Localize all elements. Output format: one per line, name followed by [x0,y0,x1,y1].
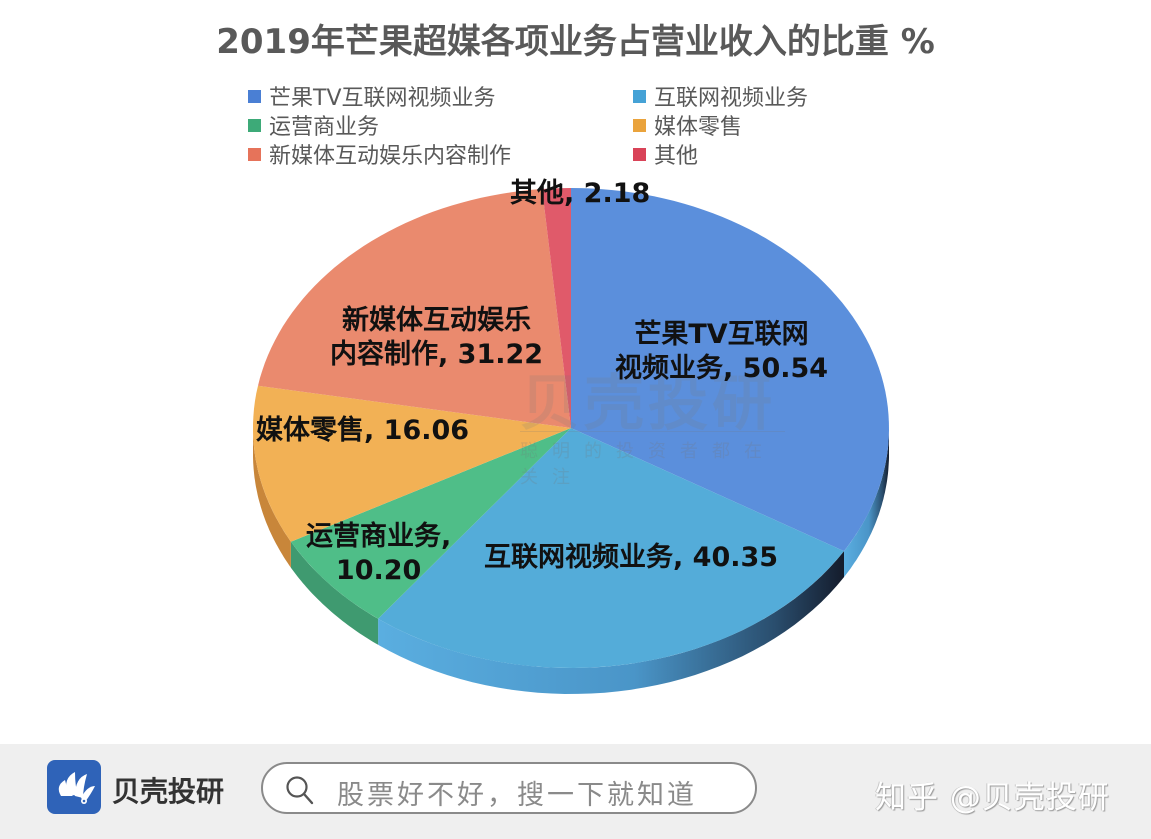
data-label-line: 互联网视频业务, 40.35 [484,542,779,573]
data-label-mango: 芒果TV互联网 视频业务, 50.54 [615,318,828,386]
pie-slice-internet [378,428,844,668]
pie-slice-operator [290,428,571,619]
data-label-internet: 互联网视频业务, 40.35 [484,541,778,575]
legend-swatch [633,118,646,132]
pie-slices [253,188,889,668]
data-label-line: 芒果TV互联网 [634,319,809,350]
pie-slice-mango [571,188,889,552]
legend-swatch [248,89,261,103]
search-icon [286,776,314,805]
legend-swatch [248,118,261,132]
legend-item-operator: 运营商业务 [248,109,379,141]
search-box[interactable]: 股票好不好，搜一下就知道 [261,762,757,814]
pie-slice-newmedia [258,189,571,428]
zhihu-credit: 知乎 @贝壳投研 [875,780,1110,816]
legend-swatch [248,147,261,161]
data-label-retail: 媒体零售, 16.06 [256,414,469,448]
data-label-line: 其他, 2.18 [510,178,651,209]
data-label-newmedia: 新媒体互动娱乐 内容制作, 31.22 [330,304,543,372]
legend-label: 其他 [654,144,699,169]
legend-item-retail: 媒体零售 [633,109,742,141]
legend-item-newmedia: 新媒体互动娱乐内容制作 [248,138,511,170]
pie-rim-segment [844,428,889,578]
legend-item-internet: 互联网视频业务 [633,80,808,112]
data-label-line: 内容制作, 31.22 [330,339,544,370]
pie-rim [253,428,889,694]
brand-name: 贝壳投研 [112,775,225,808]
data-label-operator: 运营商业务, 10.20 [306,520,451,588]
data-label-line: 新媒体互动娱乐 [342,305,532,336]
legend-label: 芒果TV互联网视频业务 [269,86,496,111]
legend-item-other: 其他 [633,138,698,170]
data-label-line: 10.20 [335,555,422,586]
pie-slice-retail [253,385,571,542]
data-label-line: 媒体零售, 16.06 [256,415,470,446]
pie-chart [253,188,889,694]
legend-label: 运营商业务 [269,115,380,140]
data-label-line: 视频业务, 50.54 [615,353,829,384]
legend-label: 互联网视频业务 [654,86,809,111]
search-placeholder: 股票好不好，搜一下就知道 [337,780,697,811]
pie-rim-segment [290,541,379,645]
chart-title: 2019年芒果超媒各项业务占营业收入的比重 % [216,22,935,62]
pie-rim-segment [253,428,291,568]
legend-swatch [633,147,646,161]
legend-swatch [633,89,646,103]
legend-label: 媒体零售 [654,115,743,140]
brand-logo-icon [47,760,101,814]
legend-item-mango: 芒果TV互联网视频业务 [248,80,496,112]
pie-slice-other [542,188,571,428]
data-label-line: 运营商业务, [306,521,452,552]
footer-bar: 贝壳投研 股票好不好，搜一下就知道 知乎 @贝壳投研 [0,744,1151,839]
legend-label: 新媒体互动娱乐内容制作 [269,144,512,169]
pie-rim-segment [378,551,844,694]
data-label-other: 其他, 2.18 [510,177,650,211]
